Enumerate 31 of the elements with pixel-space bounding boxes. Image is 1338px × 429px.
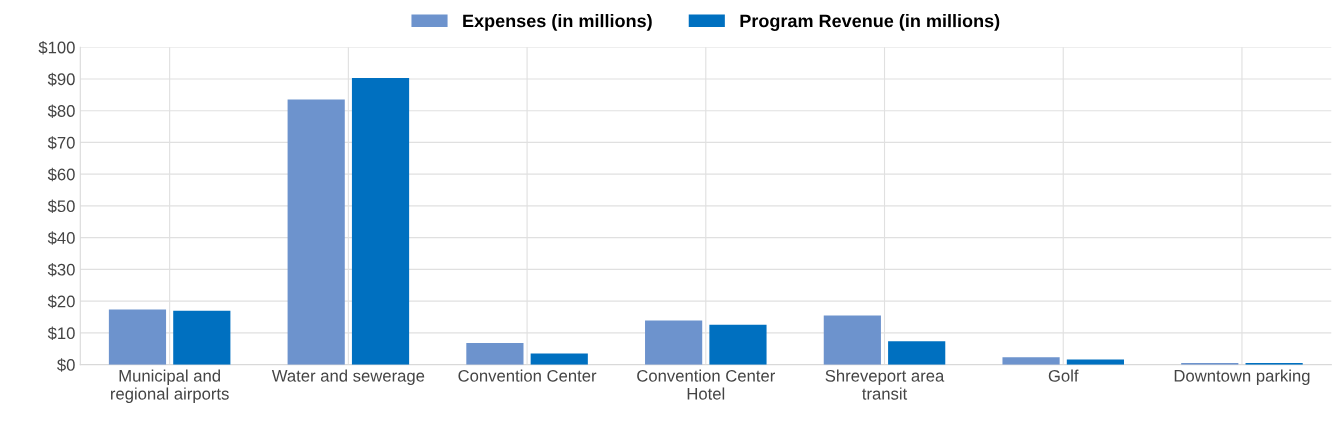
x-tick-label: Downtown parking — [1174, 369, 1310, 386]
y-tick-label: $10 — [47, 326, 75, 341]
y-tick-label: $40 — [47, 231, 75, 245]
y-tick-label: $50 — [47, 199, 75, 214]
x-tick-label: Water and sewerage — [271, 369, 425, 386]
bar — [108, 309, 167, 365]
bar — [888, 341, 946, 365]
y-tick-label: $80 — [47, 104, 75, 118]
bar — [173, 310, 231, 365]
bar — [823, 315, 881, 365]
x-tick-label: Convention Center Hotel — [637, 369, 776, 400]
bar — [530, 353, 588, 365]
x-tick-label: Municipal and regional airports — [111, 369, 229, 403]
x-tick-label: Convention Center — [458, 369, 597, 382]
y-tick-label: $60 — [47, 167, 75, 182]
legend-label: Expenses (in millions) — [463, 14, 652, 31]
y-tick-label: $30 — [47, 263, 75, 277]
bar — [645, 320, 703, 365]
y-tick-label: $100 — [38, 40, 75, 55]
y-tick-label: $70 — [47, 136, 75, 150]
bar — [1002, 357, 1060, 365]
y-tick-label: $0 — [57, 358, 75, 372]
bar — [287, 99, 345, 365]
bar — [351, 77, 410, 365]
y-tick-label: $20 — [47, 294, 75, 309]
y-tick-label: $90 — [47, 72, 75, 87]
bar — [709, 324, 767, 365]
legend-label: Program Revenue (in millions) — [740, 14, 1000, 31]
bar — [466, 343, 524, 365]
x-tick-label: Golf — [1048, 369, 1079, 382]
x-tick-label: Shreveport area transit — [825, 369, 945, 400]
